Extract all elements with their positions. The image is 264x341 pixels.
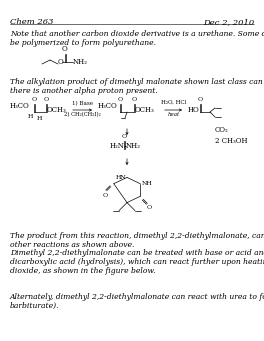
Text: heat: heat [167,112,180,117]
Text: Note that another carbon dioxide derivative is a urethane. Some derivatives of t: Note that another carbon dioxide derivat… [10,30,264,47]
Text: NH₂: NH₂ [126,142,141,150]
Text: H: H [36,116,42,121]
Text: O: O [197,97,202,102]
Text: O: O [131,97,136,102]
Text: Chem 263: Chem 263 [10,18,54,26]
Text: Dimethyl 2,2-diethylmalonate can be treated with base or acid and water to form : Dimethyl 2,2-diethylmalonate can be trea… [10,249,264,276]
Text: H₃CO: H₃CO [98,102,118,110]
Text: H₃CO: H₃CO [10,102,30,110]
Text: O: O [121,134,126,139]
Text: O: O [31,97,36,102]
Text: CO₂: CO₂ [215,126,229,134]
Text: O: O [147,205,152,210]
Text: Alternately, dimethyl 2,2-diethylmalonate can react with urea to form barbital (: Alternately, dimethyl 2,2-diethylmalonat… [10,293,264,310]
Text: 2) CH₂(CH₂I)₂: 2) CH₂(CH₂I)₂ [64,112,101,117]
Text: HN: HN [115,175,126,180]
Text: H₂N: H₂N [110,142,125,150]
Text: OCH₃: OCH₃ [47,106,67,114]
Text: The product from this reaction, dimethyl 2,2-diethylmalonate, can be used to per: The product from this reaction, dimethyl… [10,232,264,249]
Text: O: O [102,193,107,198]
Text: O: O [62,45,68,53]
Text: HO: HO [188,106,200,114]
Text: H₂O, HCl: H₂O, HCl [161,100,186,105]
Text: Dec 2, 2010: Dec 2, 2010 [203,18,254,26]
Text: O: O [58,58,64,66]
Text: H: H [28,114,33,119]
Text: NH₂: NH₂ [73,58,88,66]
Text: The alkylation product of dimethyl malonate shown last class can be alkylated ag: The alkylation product of dimethyl malon… [10,78,264,95]
Text: OCH₃: OCH₃ [135,106,155,114]
Text: NH: NH [141,181,152,186]
Text: O: O [44,97,49,102]
Text: 1) Base: 1) Base [72,101,93,106]
Text: O: O [117,97,122,102]
Text: 2 CH₃OH: 2 CH₃OH [215,137,248,145]
